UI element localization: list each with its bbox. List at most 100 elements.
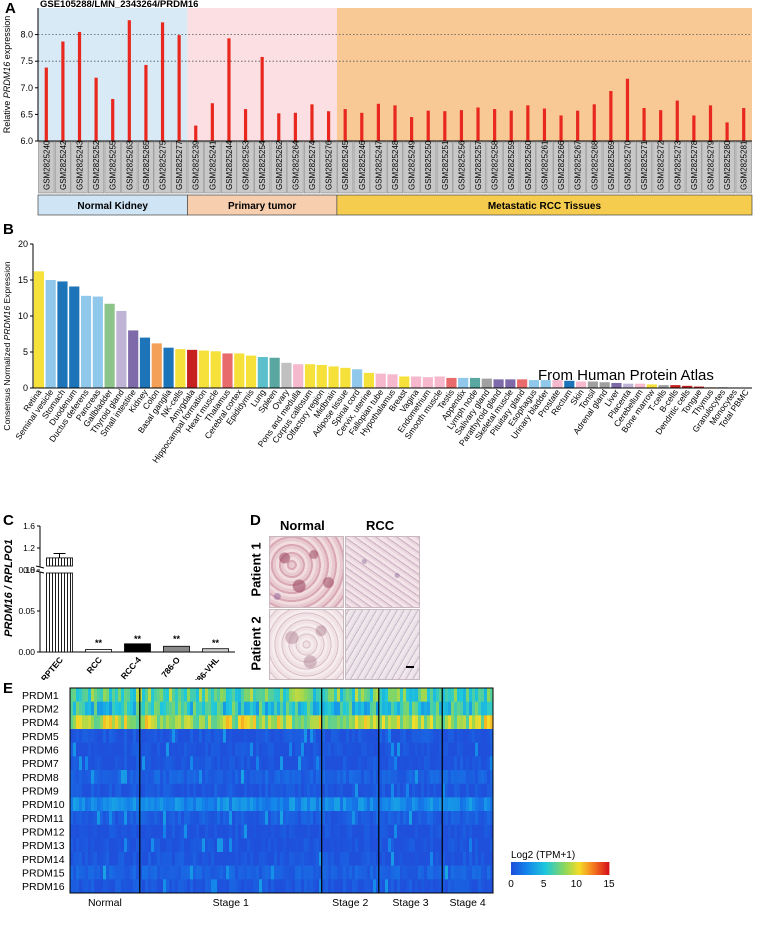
heatmap-cell (124, 688, 128, 702)
heatmap-cell (223, 797, 227, 812)
heatmap-cell (133, 879, 137, 894)
row-label: PRDM4 (22, 717, 59, 729)
heatmap-cell (88, 852, 92, 866)
heatmap-cell (472, 824, 476, 839)
heatmap-cell (142, 688, 146, 702)
heatmap-cell (472, 770, 476, 784)
heatmap-cell (346, 838, 350, 853)
heatmap-cell (148, 701, 152, 716)
heatmap-cell (139, 797, 143, 812)
heatmap-cell (121, 797, 125, 812)
bar (187, 349, 198, 388)
heatmap-cell (238, 852, 242, 866)
heatmap-cell (415, 729, 419, 743)
bar (509, 110, 513, 141)
heatmap-cell (358, 715, 362, 730)
heatmap-cell (118, 783, 122, 798)
heatmap-cell (232, 838, 236, 853)
heatmap-cell (163, 742, 167, 757)
heatmap-cell (352, 838, 356, 853)
heatmap-cell (145, 783, 149, 798)
heatmap-cell (397, 715, 401, 730)
heatmap-cell (178, 688, 182, 702)
heatmap-cell (355, 852, 359, 866)
heatmap-cell (139, 756, 143, 771)
heatmap-cell (316, 715, 320, 730)
heatmap-cell (331, 783, 335, 798)
bar (564, 380, 575, 388)
heatmap-cell (145, 770, 149, 784)
heatmap-cell (406, 688, 410, 702)
x-tick-label: GSM2825242 (59, 140, 68, 190)
heatmap-cell (382, 797, 386, 812)
heatmap-cell (223, 729, 227, 743)
heatmap-cell (148, 742, 152, 757)
heatmap-cell (490, 811, 494, 825)
heatmap-cell (442, 742, 446, 757)
heatmap-cell (343, 688, 347, 702)
heatmap-cell (82, 729, 86, 743)
heatmap-cell (247, 879, 251, 894)
heatmap-cell (157, 811, 161, 825)
axis-break-1 (35, 565, 45, 569)
heatmap-cell (385, 797, 389, 812)
heatmap-cell (448, 742, 452, 757)
heatmap-cell (310, 824, 314, 839)
heatmap-cell (379, 688, 383, 702)
heatmap-cell (406, 811, 410, 825)
heatmap-cell (355, 742, 359, 757)
heatmap-cell (301, 756, 305, 771)
heatmap-cell (196, 729, 200, 743)
ihc-image-patient1-normal (269, 536, 344, 608)
heatmap-cell (271, 742, 275, 757)
heatmap-cell (490, 770, 494, 784)
heatmap-cell (283, 811, 287, 825)
heatmap-cell (433, 742, 437, 757)
heatmap-cell (295, 756, 299, 771)
heatmap-cell (382, 715, 386, 730)
heatmap-cell (85, 756, 89, 771)
heatmap-cell (91, 824, 95, 839)
heatmap-cell (178, 715, 182, 730)
heatmap-cell (478, 865, 482, 880)
heatmap-cell (355, 865, 359, 880)
heatmap-cell (250, 783, 254, 798)
heatmap-cell (199, 783, 203, 798)
y-axis-label: Consensus Normalized PRDM16 Expression (2, 261, 12, 430)
heatmap-cell (448, 715, 452, 730)
heatmap-cell (118, 756, 122, 771)
heatmap-cell (430, 783, 434, 798)
heatmap-cell (397, 756, 401, 771)
bar (481, 378, 492, 388)
heatmap-cell (280, 729, 284, 743)
heatmap-cell (319, 879, 323, 894)
heatmap-cell (304, 729, 308, 743)
heatmap-cell (175, 838, 179, 853)
heatmap-cell (283, 783, 287, 798)
sample-label-box (685, 141, 702, 194)
heatmap-cell (451, 729, 455, 743)
heatmap-cell (118, 824, 122, 839)
heatmap-cell (82, 688, 86, 702)
heatmap-cell (370, 838, 374, 853)
heatmap-cell (274, 824, 278, 839)
heatmap-cell (424, 729, 428, 743)
heatmap-cell (487, 824, 491, 839)
x-tick-label: GSM2825240 (42, 140, 51, 190)
heatmap-cell (88, 756, 92, 771)
heatmap-cell (124, 824, 128, 839)
heatmap-cell (217, 811, 221, 825)
heatmap-cell (466, 783, 470, 798)
heatmap-cell (82, 838, 86, 853)
heatmap-cell (367, 756, 371, 771)
heatmap-cell (79, 756, 83, 771)
heatmap-cell (214, 811, 218, 825)
heatmap-cell (460, 811, 464, 825)
heatmap-cell (460, 865, 464, 880)
heatmap-cell (133, 742, 137, 757)
heatmap-cell (76, 701, 80, 716)
heatmap-cell (277, 701, 281, 716)
heatmap-cell (166, 879, 170, 894)
heatmap-cell (355, 770, 359, 784)
heatmap-cell (298, 879, 302, 894)
